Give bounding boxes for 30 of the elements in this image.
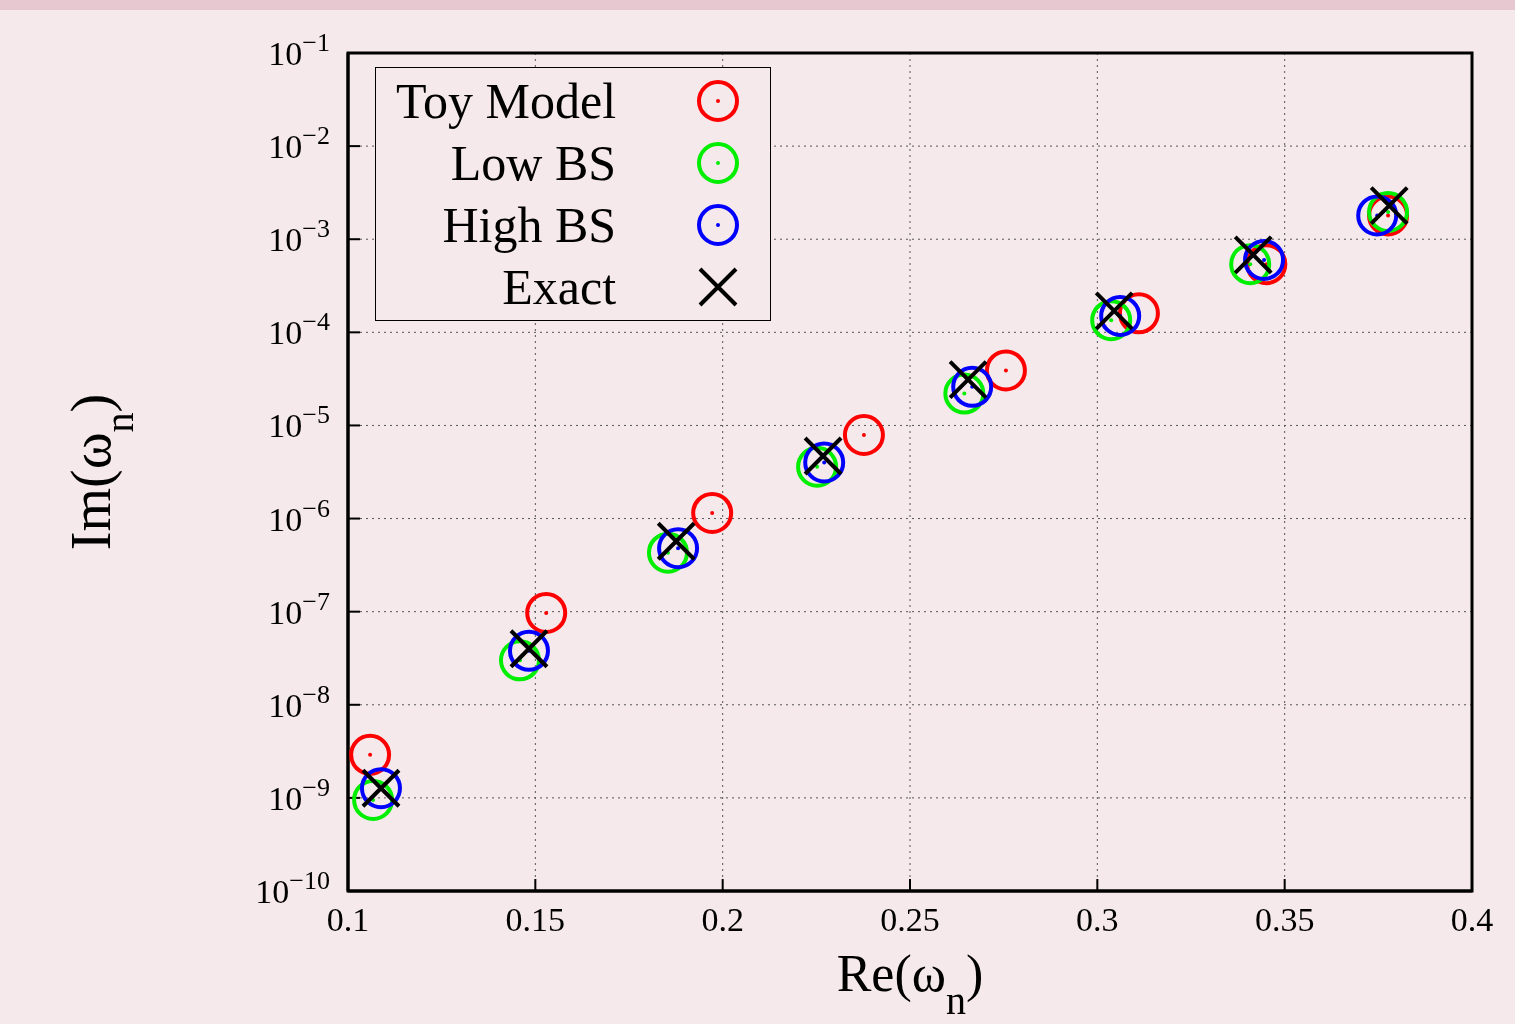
y-tick-label: 10$^{−7}$ xyxy=(268,586,330,631)
legend-label: Low BS xyxy=(450,134,617,193)
x-tick-label: 0.35 xyxy=(1254,901,1315,938)
point xyxy=(948,359,989,400)
point xyxy=(1233,234,1274,275)
x-tick-label: 0.15 xyxy=(505,901,566,938)
legend-label: High BS xyxy=(442,196,617,255)
x-tick-label: 0.3 xyxy=(1076,901,1119,938)
legend-label: Exact xyxy=(502,258,617,317)
x-tick-label: 0.25 xyxy=(880,901,940,938)
y-tick-label: 10$^{−5}$ xyxy=(268,399,330,445)
point xyxy=(803,435,844,476)
point xyxy=(691,491,734,534)
point xyxy=(1369,185,1410,226)
x-axis-title: Re(ω$_{n}$) xyxy=(836,945,984,1023)
y-tick-label: 10$^{−8}$ xyxy=(268,679,330,724)
x-tick-label: 0.4 xyxy=(1450,901,1494,938)
point xyxy=(842,413,885,456)
point xyxy=(656,521,697,562)
point xyxy=(1094,290,1135,331)
y-tick-label: 10$^{−2}$ xyxy=(268,120,330,166)
x-tick-label: 0.2 xyxy=(701,901,744,938)
y-tick-label: 10$^{−9}$ xyxy=(268,772,330,817)
y-tick-label: 10$^{−1}$ xyxy=(268,27,330,72)
y-tick-label: 10$^{−6}$ xyxy=(268,493,330,538)
point xyxy=(1099,294,1142,337)
y-tick-label: 10$^{−4}$ xyxy=(268,306,330,352)
point xyxy=(525,591,568,634)
y-tick-label: 10$^{−3}$ xyxy=(268,213,330,259)
legend-label: Toy Model xyxy=(396,72,617,131)
